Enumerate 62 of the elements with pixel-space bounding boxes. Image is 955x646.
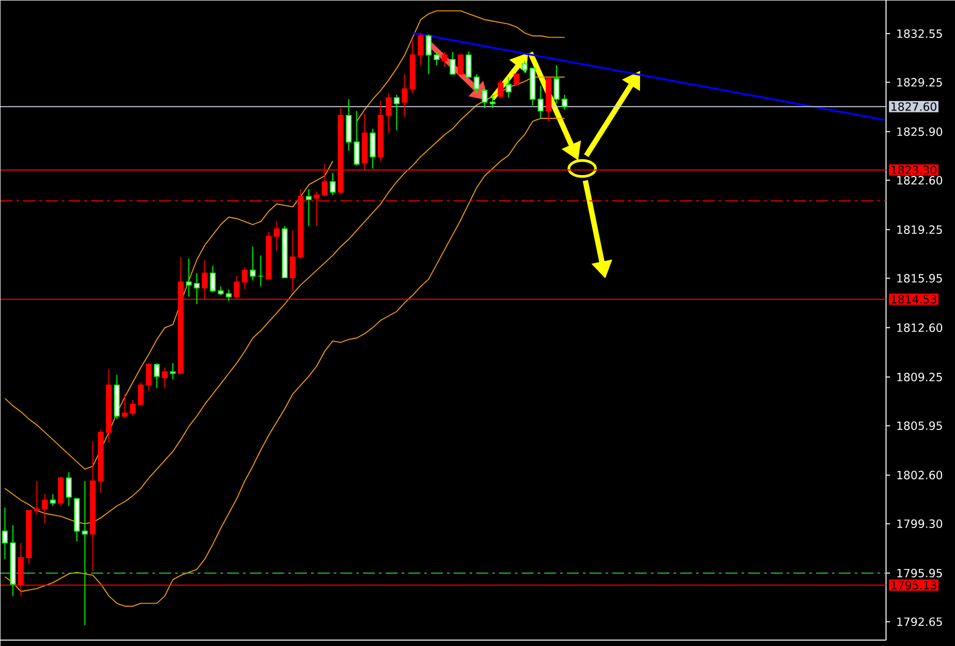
candlestick (42, 494, 48, 524)
candlestick (506, 76, 512, 98)
candlestick (82, 480, 88, 626)
candlestick (450, 52, 456, 75)
candlestick (210, 265, 216, 293)
candlestick (194, 272, 200, 305)
y-tick-label: 1812.60 (897, 323, 942, 332)
candlestick (2, 506, 8, 560)
ref-line-label: 1814.53 (892, 294, 936, 304)
candlestick (354, 110, 360, 166)
candlestick (50, 494, 56, 506)
candlestick (130, 399, 136, 417)
y-tick-label: 1832.55 (897, 29, 942, 38)
candlestick (498, 80, 504, 98)
candlestick (426, 34, 432, 75)
candlestick (402, 74, 408, 118)
ref-line-label: 1795.13 (892, 580, 936, 590)
candlestick (466, 52, 472, 78)
candlestick (138, 382, 144, 406)
candlestick (370, 128, 376, 169)
y-tick-label: 1792.65 (897, 617, 942, 626)
candlestick (458, 54, 464, 75)
candlestick (442, 52, 448, 68)
candlestick (554, 64, 560, 104)
candlestick (490, 94, 496, 109)
candlestick (514, 74, 520, 86)
candlestick (258, 254, 264, 287)
y-tick-label: 1802.60 (897, 470, 942, 480)
candlestick (386, 92, 392, 134)
ref-line-label: 1827.60 (892, 102, 936, 111)
y-tick-label: 1795.95 (897, 568, 942, 578)
candlestick (186, 258, 192, 298)
candlestick (394, 94, 400, 131)
candlestick (562, 94, 568, 110)
candlestick (162, 366, 168, 389)
candlestick (250, 246, 256, 281)
candlestick (474, 74, 480, 94)
ref-line-label: 1823.30 (892, 166, 936, 174)
candlestick (154, 362, 160, 389)
y-tick-label: 1822.60 (897, 176, 942, 185)
candlestick (170, 362, 176, 380)
candlestick (146, 362, 152, 392)
candlestick (290, 230, 296, 292)
y-tick-label: 1809.25 (897, 372, 942, 382)
y-tick-label: 1799.30 (897, 519, 942, 528)
candlestick (482, 88, 488, 109)
candlestick (34, 480, 40, 516)
candlestick (330, 172, 336, 196)
candlestick (306, 188, 312, 226)
candlestick (242, 266, 248, 290)
y-tick-label: 1825.90 (897, 127, 942, 136)
candlestick (522, 60, 528, 74)
candlestick (122, 393, 128, 418)
candlestick (66, 472, 72, 506)
candlestick (418, 32, 424, 66)
candlestick (434, 52, 440, 66)
candlestick (274, 221, 280, 252)
y-tick-label: 1805.95 (897, 421, 942, 430)
candlestick (538, 85, 544, 119)
y-tick-label: 1815.95 (897, 274, 942, 283)
y-tick-label: 1819.25 (897, 225, 942, 234)
y-tick-label: 1829.25 (897, 78, 942, 87)
